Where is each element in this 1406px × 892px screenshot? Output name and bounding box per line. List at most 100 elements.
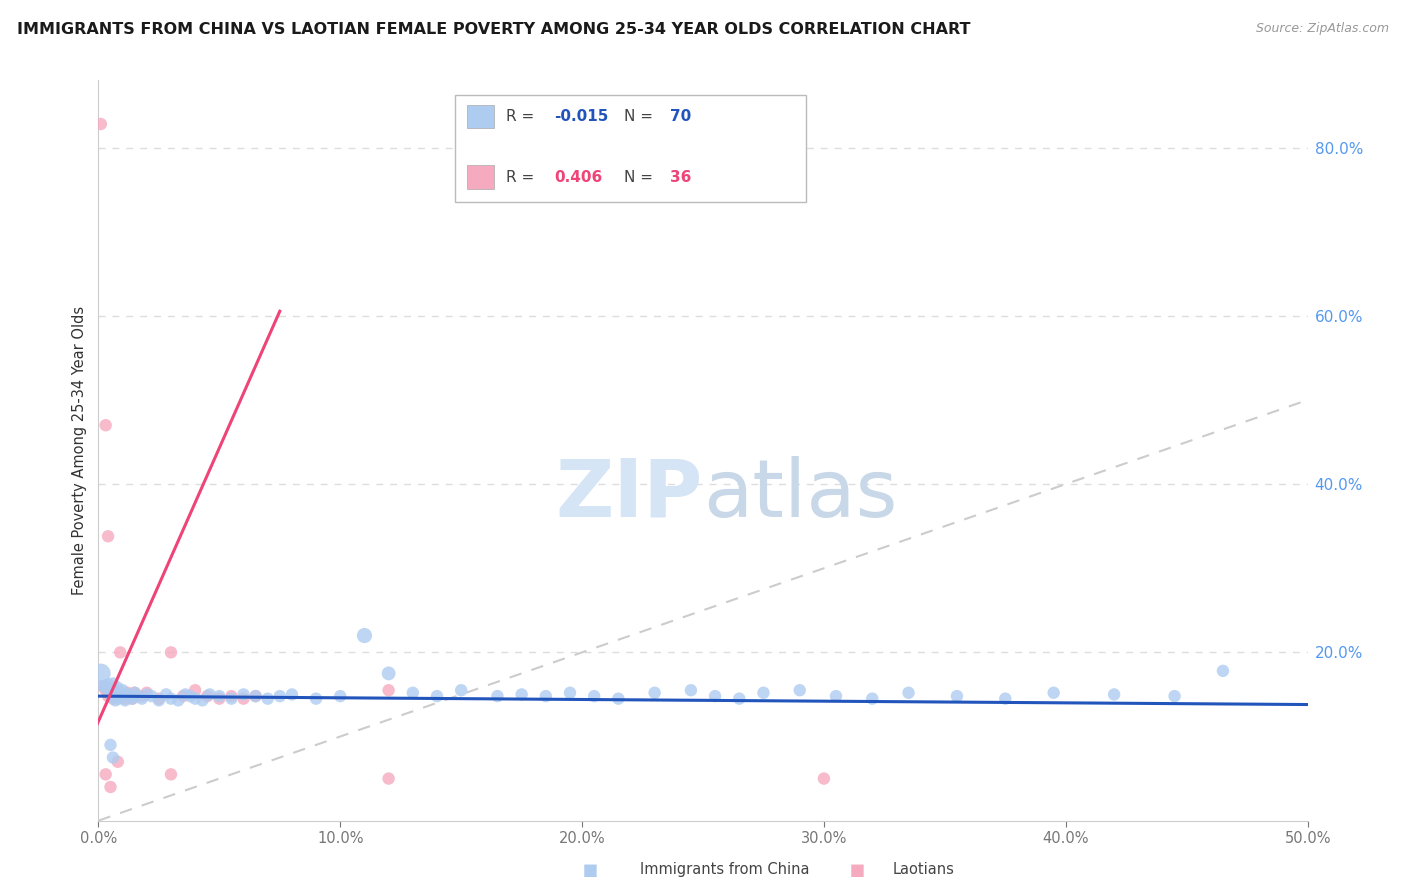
FancyBboxPatch shape [456, 95, 806, 202]
Point [179, 689, 201, 703]
Point [94, 681, 117, 695]
Point [644, 686, 666, 700]
Point [97, 677, 120, 691]
Point [101, 689, 124, 703]
Point [100, 688, 122, 702]
Point [245, 689, 267, 703]
FancyBboxPatch shape [467, 165, 494, 189]
Point [198, 688, 221, 702]
Point [1212, 664, 1234, 678]
Point [160, 691, 183, 706]
Point [104, 686, 127, 700]
Point [232, 691, 254, 706]
Point [131, 691, 153, 706]
Point [1042, 686, 1064, 700]
Text: Laotians: Laotians [893, 863, 955, 877]
Point [184, 683, 207, 698]
Point [221, 691, 243, 706]
Point [426, 689, 449, 703]
Point [558, 686, 581, 700]
Point [94, 418, 117, 433]
Point [124, 686, 146, 700]
FancyBboxPatch shape [467, 104, 494, 128]
Point [195, 689, 218, 703]
Point [825, 689, 848, 703]
Point [90, 666, 112, 681]
Point [97, 529, 120, 543]
Point [148, 693, 170, 707]
Point [208, 689, 231, 703]
Point [131, 689, 153, 703]
Text: N =: N = [624, 169, 658, 185]
Text: 36: 36 [671, 169, 692, 185]
Point [172, 689, 194, 703]
Point [377, 666, 399, 681]
Point [127, 689, 149, 703]
Point [377, 772, 399, 786]
Text: ZIP: ZIP [555, 456, 703, 534]
Text: R =: R = [506, 109, 538, 124]
Point [167, 693, 190, 707]
Point [450, 683, 472, 698]
Text: N =: N = [624, 109, 658, 124]
Text: Immigrants from China: Immigrants from China [640, 863, 810, 877]
Point [704, 689, 727, 703]
Text: 0.406: 0.406 [554, 169, 603, 185]
Text: 70: 70 [671, 109, 692, 124]
Point [402, 686, 425, 700]
Point [100, 689, 122, 703]
Point [101, 676, 124, 690]
Point [860, 691, 883, 706]
Point [101, 750, 124, 764]
Point [107, 681, 129, 695]
Point [486, 689, 509, 703]
Point [221, 689, 243, 703]
Text: atlas: atlas [703, 456, 897, 534]
Point [100, 683, 122, 698]
Point [232, 688, 254, 702]
Point [108, 645, 131, 659]
Point [269, 689, 291, 703]
Text: ▪: ▪ [582, 858, 599, 881]
Point [100, 686, 122, 700]
Text: R =: R = [506, 169, 538, 185]
Point [107, 689, 129, 703]
Point [534, 689, 557, 703]
Point [583, 689, 606, 703]
Point [897, 686, 920, 700]
Point [789, 683, 811, 698]
Point [107, 691, 129, 706]
Text: -0.015: -0.015 [554, 109, 609, 124]
Point [510, 688, 533, 702]
Point [141, 689, 163, 703]
Point [104, 693, 127, 707]
Point [111, 683, 134, 698]
Point [117, 688, 139, 702]
Point [117, 686, 139, 700]
Point [329, 689, 352, 703]
Point [353, 628, 375, 642]
Point [813, 772, 835, 786]
Point [104, 683, 127, 698]
Point [114, 693, 136, 707]
Point [256, 691, 278, 706]
Point [91, 679, 114, 693]
Point [111, 689, 134, 703]
Point [994, 691, 1017, 706]
Point [121, 691, 143, 706]
Point [946, 689, 969, 703]
Text: IMMIGRANTS FROM CHINA VS LAOTIAN FEMALE POVERTY AMONG 25-34 YEAR OLDS CORRELATIO: IMMIGRANTS FROM CHINA VS LAOTIAN FEMALE … [17, 22, 970, 37]
Point [90, 117, 112, 131]
Point [111, 689, 134, 703]
Point [91, 679, 114, 693]
Point [94, 767, 117, 781]
Point [94, 683, 117, 698]
Point [148, 691, 170, 706]
Point [101, 691, 124, 706]
Point [135, 688, 157, 702]
Point [100, 780, 122, 794]
Point [184, 691, 207, 706]
Point [121, 691, 143, 706]
Point [1163, 689, 1185, 703]
Point [305, 691, 328, 706]
